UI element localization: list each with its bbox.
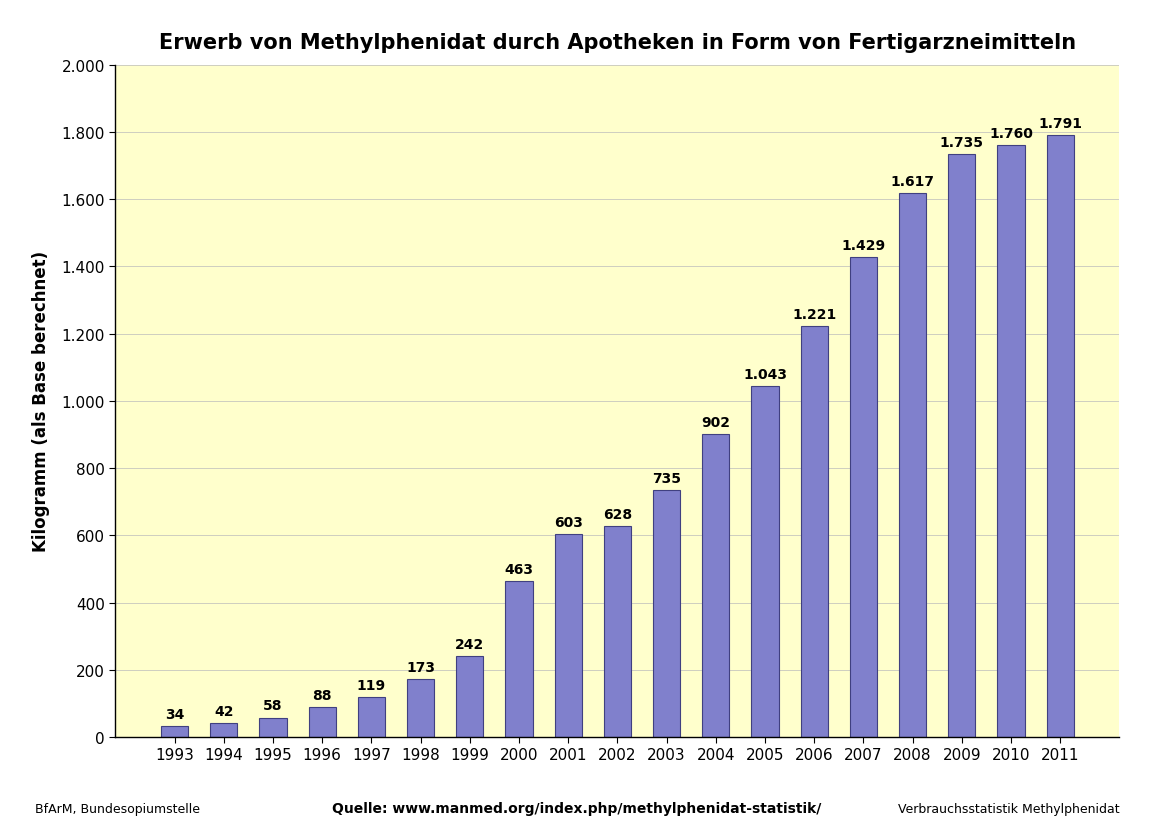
Bar (899, 194, 927, 737)
Text: 1.735: 1.735 (939, 135, 984, 149)
Bar (703, 434, 729, 737)
Bar (949, 155, 975, 737)
Text: 1.429: 1.429 (841, 238, 885, 252)
Bar (801, 327, 827, 737)
Text: 902: 902 (702, 415, 730, 429)
Bar (210, 723, 238, 737)
Text: 1.043: 1.043 (743, 368, 787, 382)
Text: 628: 628 (602, 507, 632, 521)
Text: 58: 58 (263, 699, 283, 713)
Bar (604, 527, 631, 737)
Text: 42: 42 (213, 704, 233, 718)
Bar (308, 708, 336, 737)
Text: 34: 34 (165, 707, 185, 721)
Bar (751, 387, 779, 737)
Y-axis label: Kilogramm (als Base berechnet): Kilogramm (als Base berechnet) (32, 251, 51, 552)
Bar (997, 146, 1025, 737)
Bar (653, 491, 680, 737)
Text: Verbrauchsstatistik Methylphenidat: Verbrauchsstatistik Methylphenidat (898, 802, 1119, 815)
Bar (407, 679, 434, 737)
Bar (555, 535, 582, 737)
Text: 242: 242 (455, 637, 485, 651)
Text: 1.617: 1.617 (891, 175, 935, 189)
Bar (1047, 136, 1073, 737)
Text: BfArM, Bundesopiumstelle: BfArM, Bundesopiumstelle (35, 802, 200, 815)
Text: 463: 463 (504, 563, 533, 577)
Bar (358, 697, 385, 737)
Text: 735: 735 (652, 471, 681, 485)
Text: 1.760: 1.760 (989, 127, 1033, 141)
Text: Quelle: www.manmed.org/index.php/methylphenidat-statistik/: Quelle: www.manmed.org/index.php/methylp… (332, 801, 822, 815)
Bar (162, 726, 188, 737)
Text: 1.791: 1.791 (1039, 116, 1082, 131)
Title: Erwerb von Methylphenidat durch Apotheken in Form von Fertigarzneimitteln: Erwerb von Methylphenidat durch Apotheke… (159, 33, 1076, 53)
Text: 88: 88 (313, 689, 332, 703)
Bar (505, 581, 532, 737)
Text: 173: 173 (406, 660, 435, 674)
Bar (260, 717, 286, 737)
Text: 603: 603 (554, 516, 583, 530)
Bar (456, 656, 484, 737)
Text: 1.221: 1.221 (792, 308, 837, 322)
Text: 119: 119 (357, 678, 385, 692)
Bar (849, 257, 877, 737)
